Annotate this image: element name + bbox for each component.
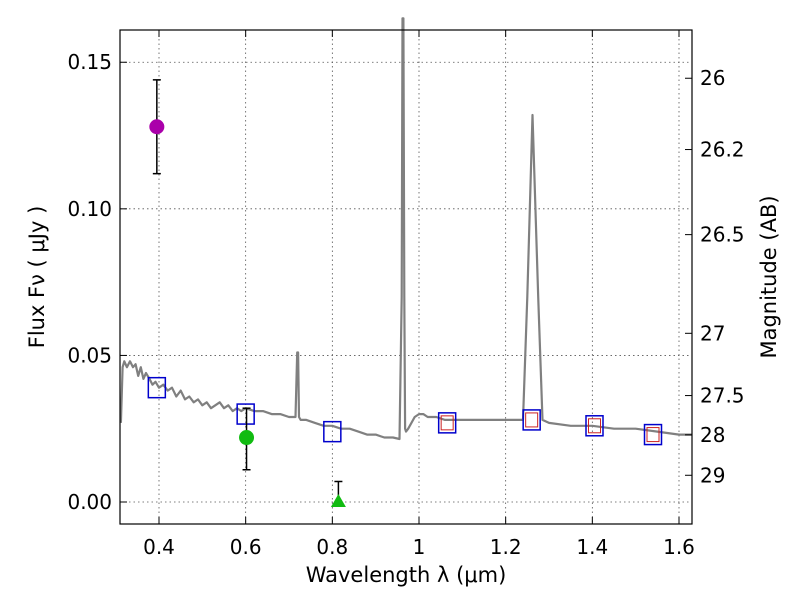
- observation-point: [239, 430, 255, 446]
- x-tick-label: 0.4: [143, 535, 175, 559]
- mag-tick-label: 28: [700, 423, 725, 447]
- axis-ticks: 0.4 0.6 0.8 1 1.2 1.4 1.6 0.00 0.05 0.10 0.15 26 26.…: [67, 30, 745, 559]
- y-tick-label: 0.10: [67, 197, 112, 221]
- model-photometry-inner-square: [646, 427, 660, 443]
- y-tick-label: 0.15: [67, 50, 112, 74]
- y-tick-label: 0.00: [67, 490, 112, 514]
- x-tick-label: 1.4: [576, 535, 608, 559]
- y-axis-right-label: Magnitude (AB): [757, 195, 781, 358]
- mag-tick-label: 26.5: [700, 223, 745, 247]
- plot-frame: [119, 29, 693, 525]
- model-photometry-square: [643, 423, 663, 446]
- sed-spectrum-line: [119, 17, 692, 441]
- x-tick-label: 1.2: [490, 535, 522, 559]
- model-photometry-square: [323, 420, 342, 443]
- x-tick-label: 1: [413, 535, 426, 559]
- grid-lines: [120, 30, 692, 524]
- model-photometry-square: [585, 415, 604, 437]
- model-photometry-inner-square: [440, 415, 454, 431]
- model-photometry-square: [147, 376, 167, 399]
- upper-limit-triangle: [330, 494, 346, 508]
- y-tick-label: 0.05: [67, 343, 112, 367]
- y-axis-label: Flux Fν ( μJy ): [25, 206, 49, 349]
- observation-point: [149, 119, 165, 135]
- mag-tick-label: 26.2: [700, 138, 745, 162]
- mag-tick-label: 26: [700, 66, 725, 90]
- x-tick-label: 1.6: [663, 535, 695, 559]
- model-photometry-square: [236, 403, 255, 425]
- x-tick-label: 0.6: [230, 535, 262, 559]
- mag-tick-label: 27: [700, 321, 725, 345]
- model-photometry-inner-square: [588, 418, 601, 434]
- model-photometry-inner-square: [525, 412, 539, 428]
- x-tick-label: 0.8: [316, 535, 348, 559]
- mag-tick-label: 27.5: [700, 384, 745, 408]
- model-photometry-square: [522, 409, 541, 431]
- mag-tick-label: 29: [700, 463, 725, 487]
- chart-series: [119, 17, 692, 508]
- model-photometry-square: [437, 412, 457, 434]
- x-axis-label: Wavelength λ (μm): [306, 563, 507, 587]
